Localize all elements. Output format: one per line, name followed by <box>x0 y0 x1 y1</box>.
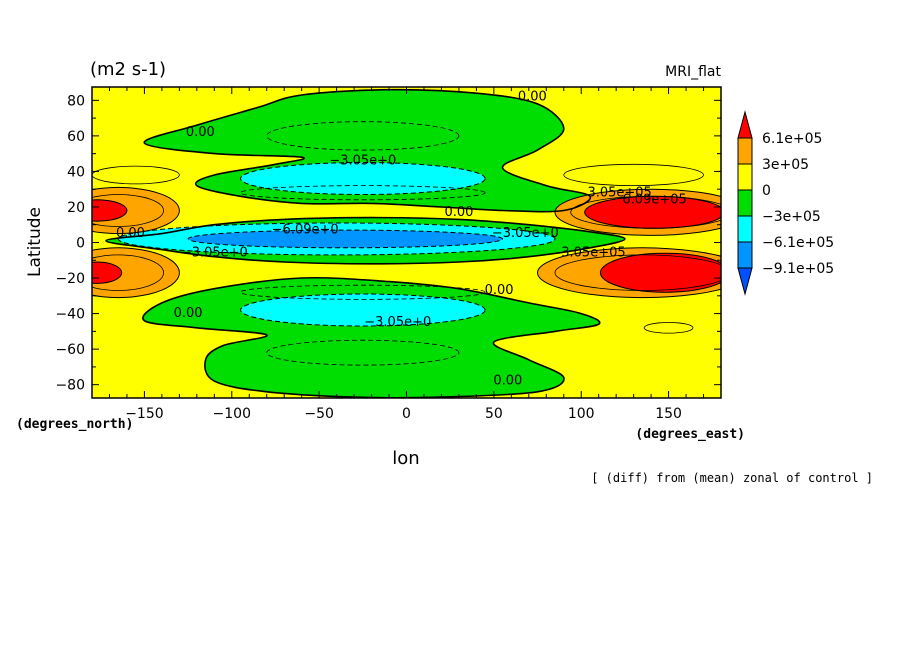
colorbar-label-5: −9.1e+05 <box>762 261 834 277</box>
contour-ring-10 <box>643 322 694 334</box>
field-region-4 <box>240 294 486 326</box>
contour-label-13: −3.05e+0 <box>364 315 431 330</box>
x-tick-label: 150 <box>655 406 682 422</box>
contour-label-12: 0.00 <box>174 306 203 321</box>
y-tick-label: 40 <box>67 164 85 180</box>
y-tick-label: −80 <box>55 378 85 394</box>
footnote: [ (diff) from (mean) zonal of control ] <box>591 471 873 485</box>
contour-line-4 <box>239 293 486 327</box>
contour-label-11: 0.00 <box>485 283 514 298</box>
field-region-6 <box>188 230 503 248</box>
contour-label-4: 6.09e+05 <box>622 192 686 207</box>
colorbar-legend: 6.1e+05 3e+05 0 −3e+05 −6.1e+05 −9.1e+05 <box>737 110 834 296</box>
contour-label-0: 0.00 <box>518 89 547 104</box>
colorbar-label-2: 0 <box>762 183 771 199</box>
contour-labels: 0.000.00−3.05e+03.05e+056.09e+050.00−6.0… <box>116 89 687 388</box>
y-units-label: (degrees_north) <box>16 417 133 432</box>
contour-lines <box>92 88 721 398</box>
contour-ring-0 <box>92 194 165 227</box>
contour-line-3 <box>239 161 486 196</box>
y-tick-label: 0 <box>76 236 85 252</box>
contour-label-5: 0.00 <box>444 205 473 220</box>
contour-line-6 <box>187 229 504 249</box>
contour-ring-2 <box>570 195 721 229</box>
colorbar-segment-1 <box>737 163 753 191</box>
colorbar-bottom-arrow <box>737 267 753 296</box>
contour-line-1 <box>142 276 601 398</box>
field-region-8 <box>92 247 180 298</box>
field-region-11 <box>92 199 127 222</box>
contour-line-14 <box>599 252 721 293</box>
x-axis: −150 −100 −50 0 50 100 150 <box>91 87 722 422</box>
y-tick-label: −40 <box>55 307 85 323</box>
plot-area <box>92 87 721 398</box>
contour-label-6: −6.09e+0 <box>272 223 339 238</box>
contour-line-0 <box>143 88 592 213</box>
y-axis-label: Latitude <box>25 207 45 277</box>
contour-ring-6 <box>266 121 460 151</box>
contour-line-12 <box>92 261 123 284</box>
colorbar-label-1: 3e+05 <box>762 157 809 173</box>
contour-line-7 <box>92 186 180 235</box>
contour-label-8: 0.00 <box>116 226 145 241</box>
y-tick-label: −20 <box>55 271 85 287</box>
colorbar-segment-3 <box>737 215 753 243</box>
x-units-label: (degrees_east) <box>635 427 745 442</box>
contour-line-10 <box>536 247 721 299</box>
contour-line-2 <box>105 216 626 265</box>
contour-label-14: 0.00 <box>493 374 522 389</box>
x-axis-label: lon <box>392 448 419 469</box>
colorbar-label-3: −3e+05 <box>762 209 821 225</box>
field-region-12 <box>92 262 122 284</box>
x-tick-label: −50 <box>304 406 334 422</box>
contour-line-11 <box>92 199 128 222</box>
contour-label-7: −3.05e+0 <box>492 226 559 241</box>
contour-ring-5 <box>92 165 180 185</box>
x-tick-label: −100 <box>213 406 251 422</box>
y-axis: 80 60 40 20 0 −20 −40 −60 −80 <box>55 93 721 394</box>
contour-ring-1 <box>92 254 165 291</box>
model-label: MRI_flat <box>665 64 721 80</box>
contour-label-9: −3.05e+0 <box>181 246 248 261</box>
contour-line-8 <box>92 247 180 299</box>
contour-line-9 <box>554 188 721 236</box>
colorbar-segment-4 <box>737 241 753 269</box>
contour-label-1: 0.00 <box>186 125 215 140</box>
field-region-13 <box>584 196 721 229</box>
contour-ring-3 <box>554 254 721 291</box>
colorbar-segment-2 <box>737 189 753 217</box>
y-tick-label: −60 <box>55 342 85 358</box>
y-tick-label: 20 <box>67 200 85 216</box>
colorbar-top-arrow <box>737 110 753 139</box>
colorbar-segment-0 <box>737 137 753 165</box>
contour-ring-7 <box>266 339 460 366</box>
y-tick-label: 80 <box>67 93 85 109</box>
x-tick-label: −150 <box>125 406 163 422</box>
field-region-7 <box>92 187 180 234</box>
x-tick-label: 100 <box>568 406 595 422</box>
y-tick-label: 60 <box>67 129 85 145</box>
colorbar-label-4: −6.1e+05 <box>762 235 834 251</box>
x-tick-label: 50 <box>485 406 503 422</box>
contour-ring-4 <box>563 163 704 187</box>
colorbar-label-0: 6.1e+05 <box>762 131 822 147</box>
field-region-14 <box>600 253 721 293</box>
contour-label-2: −3.05e+0 <box>329 153 396 168</box>
x-tick-label: 0 <box>402 406 411 422</box>
contour-line-5 <box>117 222 556 256</box>
contour-label-3: 3.05e+05 <box>587 185 651 200</box>
contour-label-10: 3.05e+05 <box>561 246 625 261</box>
units-label: (m2 s-1) <box>90 59 166 80</box>
